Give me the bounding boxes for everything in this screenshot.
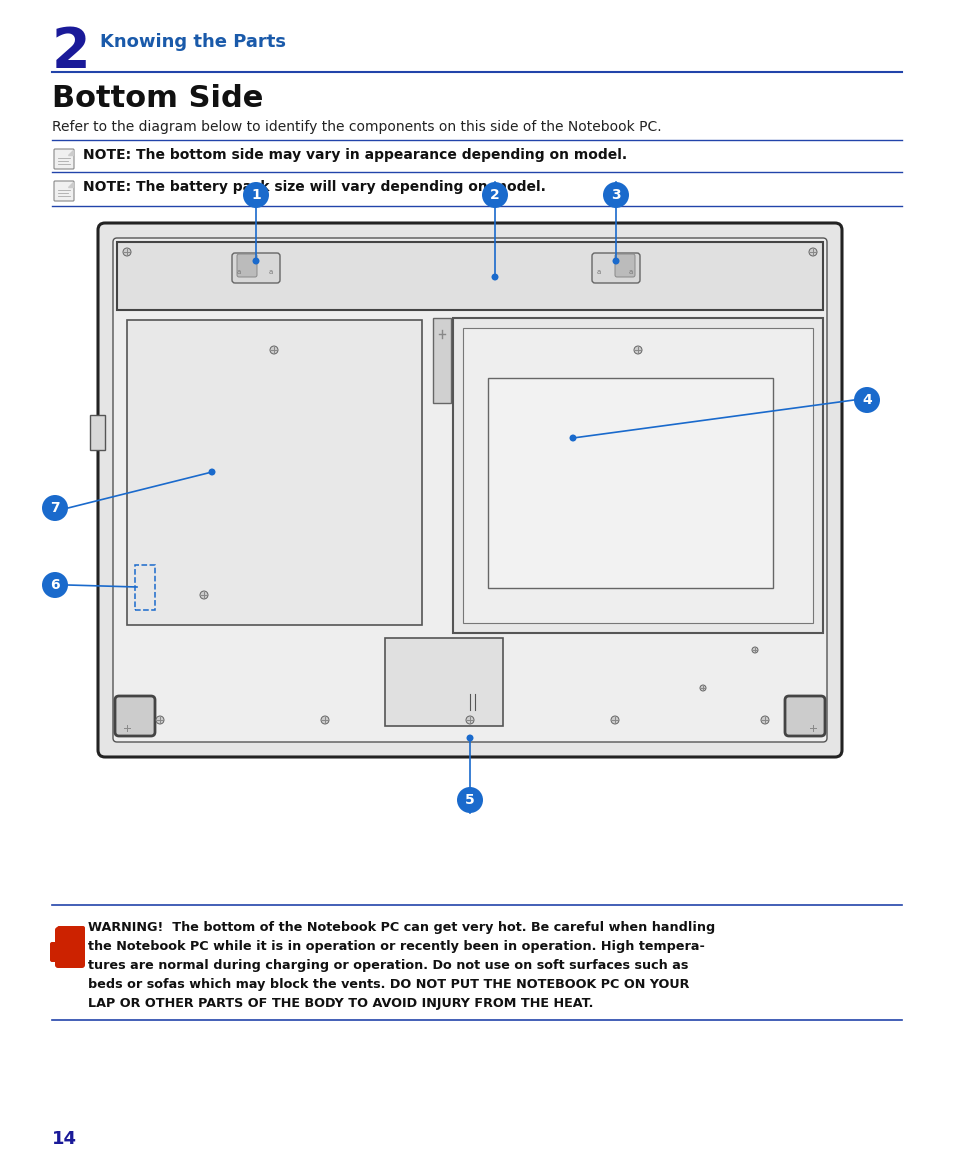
Circle shape xyxy=(760,716,768,724)
FancyBboxPatch shape xyxy=(57,926,67,952)
Text: 4: 4 xyxy=(862,393,871,407)
Circle shape xyxy=(466,735,473,742)
Circle shape xyxy=(700,685,705,691)
Text: a: a xyxy=(628,269,633,275)
Circle shape xyxy=(123,724,131,732)
Text: 6: 6 xyxy=(51,578,60,593)
Circle shape xyxy=(610,716,618,724)
Text: the Notebook PC while it is in operation or recently been in operation. High tem: the Notebook PC while it is in operation… xyxy=(88,940,704,953)
FancyBboxPatch shape xyxy=(75,926,85,952)
FancyBboxPatch shape xyxy=(232,253,280,283)
Text: 5: 5 xyxy=(465,793,475,807)
Text: beds or sofas which may block the vents. DO NOT PUT THE NOTEBOOK PC ON YOUR: beds or sofas which may block the vents.… xyxy=(88,978,689,991)
Circle shape xyxy=(602,182,628,208)
Bar xyxy=(462,328,812,623)
Text: NOTE: The battery pack size will vary depending on model.: NOTE: The battery pack size will vary de… xyxy=(83,180,545,194)
Circle shape xyxy=(751,647,758,653)
Circle shape xyxy=(123,248,131,256)
Text: 2: 2 xyxy=(490,188,499,202)
Circle shape xyxy=(253,258,259,264)
Circle shape xyxy=(808,724,816,732)
Circle shape xyxy=(243,182,269,208)
Circle shape xyxy=(209,469,215,476)
Text: WARNING!  The bottom of the Notebook PC can get very hot. Be careful when handli: WARNING! The bottom of the Notebook PC c… xyxy=(88,921,715,934)
FancyBboxPatch shape xyxy=(54,149,74,169)
Text: 7: 7 xyxy=(51,501,60,515)
Bar xyxy=(385,638,502,726)
Bar xyxy=(127,320,421,625)
Text: a: a xyxy=(597,269,600,275)
Text: a: a xyxy=(269,269,273,275)
FancyBboxPatch shape xyxy=(98,223,841,757)
Bar xyxy=(433,318,451,403)
Circle shape xyxy=(42,495,68,521)
Bar xyxy=(117,243,822,310)
Bar xyxy=(453,318,822,633)
FancyBboxPatch shape xyxy=(592,253,639,283)
Circle shape xyxy=(456,787,482,813)
Polygon shape xyxy=(68,150,73,155)
Text: NOTE: The bottom side may vary in appearance depending on model.: NOTE: The bottom side may vary in appear… xyxy=(83,148,626,162)
FancyBboxPatch shape xyxy=(63,926,73,952)
FancyBboxPatch shape xyxy=(54,181,74,201)
Text: LAP OR OTHER PARTS OF THE BODY TO AVOID INJURY FROM THE HEAT.: LAP OR OTHER PARTS OF THE BODY TO AVOID … xyxy=(88,997,593,1009)
Text: Bottom Side: Bottom Side xyxy=(52,84,263,113)
Text: a: a xyxy=(236,269,241,275)
Text: 14: 14 xyxy=(52,1130,77,1148)
Circle shape xyxy=(612,258,618,264)
Text: 2: 2 xyxy=(52,25,91,79)
FancyBboxPatch shape xyxy=(55,927,85,968)
Text: 3: 3 xyxy=(611,188,620,202)
Circle shape xyxy=(200,591,208,599)
FancyBboxPatch shape xyxy=(784,696,824,736)
FancyBboxPatch shape xyxy=(112,238,826,742)
Text: Knowing the Parts: Knowing the Parts xyxy=(100,33,286,51)
Circle shape xyxy=(853,387,879,413)
Text: tures are normal during charging or operation. Do not use on soft surfaces such : tures are normal during charging or oper… xyxy=(88,959,688,973)
FancyBboxPatch shape xyxy=(236,254,256,277)
Circle shape xyxy=(42,572,68,598)
Circle shape xyxy=(320,716,329,724)
Bar xyxy=(90,415,105,450)
Circle shape xyxy=(634,346,641,353)
Bar xyxy=(135,565,154,610)
Circle shape xyxy=(808,248,816,256)
Circle shape xyxy=(270,346,277,353)
FancyBboxPatch shape xyxy=(115,696,154,736)
Polygon shape xyxy=(68,182,73,187)
FancyBboxPatch shape xyxy=(69,926,79,952)
Circle shape xyxy=(481,182,507,208)
Text: 1: 1 xyxy=(251,188,260,202)
Circle shape xyxy=(491,274,498,281)
Circle shape xyxy=(156,716,164,724)
FancyBboxPatch shape xyxy=(50,942,62,962)
Bar xyxy=(488,378,772,588)
FancyBboxPatch shape xyxy=(615,254,635,277)
Circle shape xyxy=(465,716,474,724)
Text: Refer to the diagram below to identify the components on this side of the Notebo: Refer to the diagram below to identify t… xyxy=(52,120,661,134)
Circle shape xyxy=(569,434,576,441)
